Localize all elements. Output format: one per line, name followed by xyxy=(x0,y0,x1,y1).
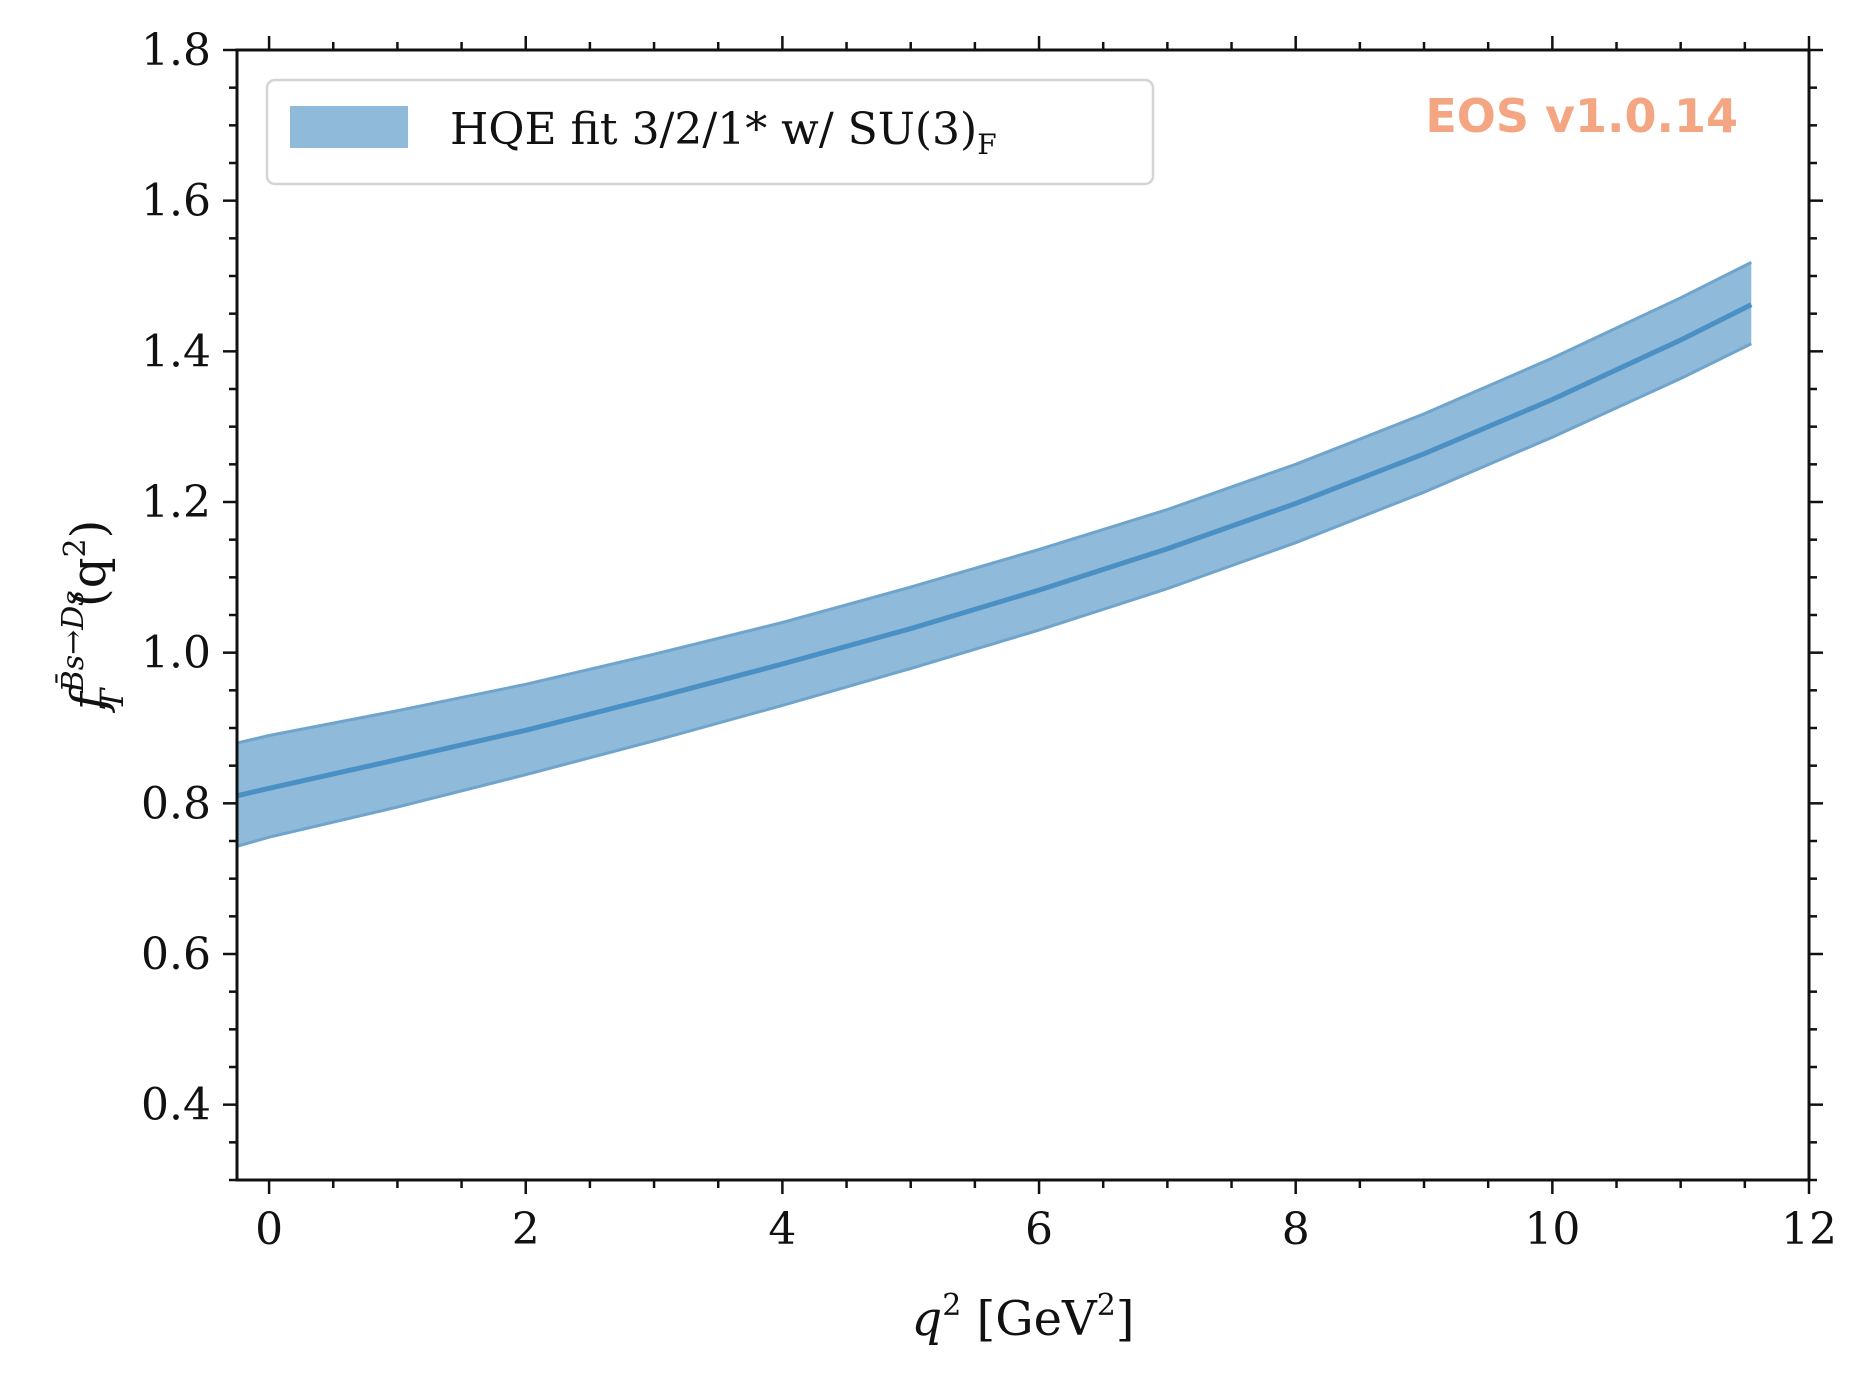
x-tick-label: 6 xyxy=(1025,1204,1053,1255)
y-tick-label: 1.6 xyxy=(141,176,211,227)
y-axis-label-sup: B̄s→Ds xyxy=(55,590,91,693)
legend-entry: HQE fit 3/2/1* w/ SU(3)F xyxy=(450,104,997,161)
y-tick-label: 1.2 xyxy=(141,477,211,528)
y-tick-label: 0.8 xyxy=(141,778,211,829)
legend-entry-text: HQE fit 3/2/1* w/ SU(3) xyxy=(450,104,977,155)
x-tick-label: 4 xyxy=(768,1204,796,1255)
x-tick-label: 10 xyxy=(1524,1204,1580,1255)
legend-entry-sub: F xyxy=(977,128,996,161)
tick-labels: 0 2 4 6 8 10 12 0.4 0.6 0.8 1.0 1.2 1.4 1.6 1.8 xyxy=(141,25,1837,1255)
x-axis-label: q2 [GeV2] xyxy=(911,1288,1134,1347)
y-tick-label: 1.0 xyxy=(141,628,211,679)
x-axis-label-unit-sup: 2 xyxy=(1097,1288,1116,1323)
y-axis-label-arg: (q xyxy=(61,558,117,607)
axis-ticks xyxy=(223,36,1823,1194)
x-tick-label: 8 xyxy=(1282,1204,1310,1255)
x-tick-label: 12 xyxy=(1781,1204,1837,1255)
central-line xyxy=(236,302,1753,799)
band-upper-edge xyxy=(236,261,1752,745)
legend-frame xyxy=(265,78,1155,186)
x-axis-label-unit: [GeV xyxy=(961,1291,1098,1347)
x-tick-label: 0 xyxy=(255,1204,283,1255)
y-axis-label-sub: T xyxy=(93,686,131,710)
x-tick-label: 2 xyxy=(512,1204,540,1255)
uncertainty-band xyxy=(237,262,1752,847)
x-axis-label-sup: 2 xyxy=(942,1288,961,1323)
watermark: EOS v1.0.14 xyxy=(1425,89,1738,143)
x-axis-label-main: q xyxy=(911,1291,942,1347)
y-tick-label: 0.4 xyxy=(141,1080,211,1131)
y-axis-label: fB̄s→DsT(q2) xyxy=(55,520,131,713)
y-tick-label: 0.6 xyxy=(141,929,211,980)
y-axis-label-arg-sup: 2 xyxy=(58,538,93,557)
y-tick-label: 1.4 xyxy=(141,326,211,377)
legend: HQE fit 3/2/1* w/ SU(3)F xyxy=(265,78,1155,186)
x-axis-label-unit-close: ] xyxy=(1116,1291,1135,1347)
y-axis-label-arg-close: ) xyxy=(61,520,117,539)
legend-swatch xyxy=(290,106,408,148)
plot-area xyxy=(236,261,1753,848)
y-tick-label: 1.8 xyxy=(141,25,211,76)
band-lower-edge xyxy=(236,342,1752,848)
